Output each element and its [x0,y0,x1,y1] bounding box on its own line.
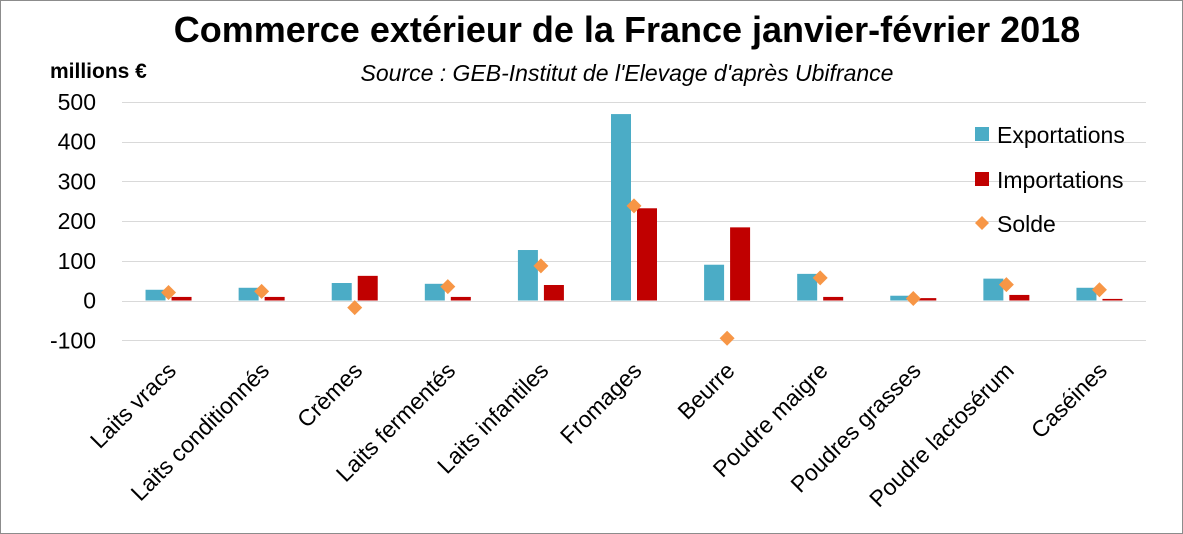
bar-exportations [1076,287,1097,301]
bar-exportations [704,264,725,301]
bar-exportations [890,295,911,301]
chart-title: Commerce extérieur de la France janvier-… [174,9,1081,50]
legend-label: Exportations [997,122,1125,148]
bar-importations [823,296,844,301]
solde-markers [161,198,1107,346]
bar-exportations [238,287,259,301]
y-axis-label: millions € [50,60,147,83]
marker-solde [254,283,270,299]
marker-solde [905,291,921,307]
category-label: Laits vracs [85,357,181,453]
bar-importations [357,275,378,301]
y-tick-label: 0 [83,288,96,314]
marker-solde [719,330,735,346]
bars [145,114,1123,301]
bar-exportations [424,283,445,301]
category-label: Caséines [1026,357,1112,443]
marker-solde [998,277,1014,293]
marker-solde [1091,282,1107,298]
y-tick-label: 500 [58,89,96,115]
bar-importations [543,284,564,301]
y-tick-label: -100 [50,327,96,353]
marker-solde [626,198,642,214]
marker-solde [533,258,549,274]
legend: Exportations Importations Solde [975,122,1125,237]
category-label: Beurre [672,357,739,424]
marker-solde [812,270,828,286]
bar-exportations [983,278,1004,301]
bar-importations [1009,294,1030,301]
bar-exportations [611,114,631,301]
bar-importations [264,296,285,301]
marker-solde [440,279,456,295]
bar-importations [171,296,192,301]
legend-swatch [975,216,989,230]
y-tick-label: 400 [58,129,96,155]
bar-exportations [797,273,818,301]
y-tick-label: 300 [58,168,96,194]
bar-exportations [517,250,538,301]
legend-swatch [975,172,989,186]
bar-importations [916,298,937,301]
marker-solde [347,300,363,316]
y-tick-labels: -100 0 100 200 300 400 500 [50,89,96,354]
gridlines [122,102,1146,341]
legend-label: Importations [997,167,1124,193]
legend-label: Solde [997,211,1056,237]
y-tick-label: 200 [58,208,96,234]
marker-solde [161,285,177,301]
bar-importations [637,208,657,301]
bar-importations [730,227,751,301]
bar-importations [1102,298,1123,301]
category-label: Fromages [555,357,647,449]
bar-exportations [331,283,352,301]
bar-exportations [145,289,166,301]
y-tick-label: 100 [58,248,96,274]
legend-swatch [975,127,989,141]
chart-subtitle: Source : GEB-Institut de l'Elevage d'apr… [361,60,894,86]
bar-importations [450,296,471,301]
category-label: Crèmes [292,357,367,432]
